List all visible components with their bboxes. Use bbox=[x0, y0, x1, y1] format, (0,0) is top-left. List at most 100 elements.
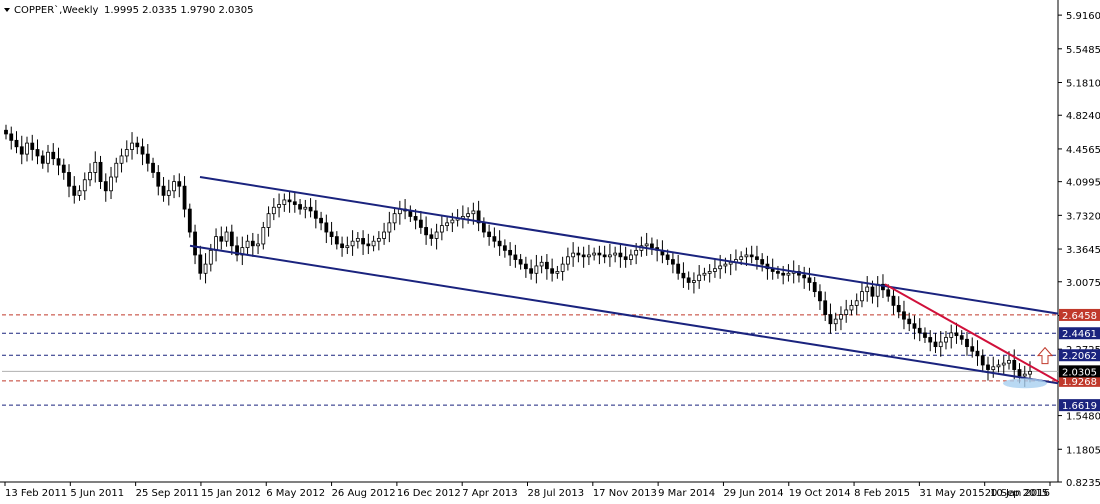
candle-body bbox=[1017, 369, 1022, 377]
candle-body bbox=[324, 222, 329, 233]
candle-body bbox=[812, 282, 817, 293]
candle-body bbox=[256, 243, 260, 247]
candle-body bbox=[513, 254, 518, 260]
candle-body bbox=[161, 185, 166, 196]
candle-body bbox=[576, 252, 581, 256]
candle-body bbox=[518, 259, 523, 265]
candle-body bbox=[986, 364, 990, 370]
ohlc-values: 1.9995 2.0335 1.9790 2.0305 bbox=[104, 5, 254, 16]
candle-body bbox=[896, 304, 901, 313]
candle-body bbox=[828, 314, 833, 325]
price-labels: 2.6458 2.4461 2.2062 1.9268 1.6619 2.0305 bbox=[1059, 308, 1100, 412]
candle-body bbox=[14, 139, 19, 148]
candle-body bbox=[214, 236, 218, 251]
candle-body bbox=[156, 172, 161, 187]
candle-body bbox=[781, 272, 786, 276]
candle-body bbox=[492, 236, 497, 242]
symbol-label: COPPER`,Weekly bbox=[14, 4, 99, 16]
candle-body bbox=[980, 355, 985, 366]
candle-body bbox=[429, 234, 434, 239]
channel-upper-line bbox=[199, 176, 1059, 315]
level-price-text: 2.4461 bbox=[1062, 329, 1097, 340]
candle-body bbox=[387, 222, 392, 233]
candle-body bbox=[671, 259, 675, 265]
x-tick-label: 29 Jun 2014 bbox=[723, 488, 783, 499]
candle-body bbox=[235, 245, 239, 256]
candle-body bbox=[618, 252, 623, 258]
candle-body bbox=[439, 225, 444, 233]
candle-body bbox=[917, 327, 922, 334]
level-price-tag bbox=[1059, 374, 1100, 387]
candle-body bbox=[224, 231, 229, 242]
candle-body bbox=[634, 249, 639, 256]
candle-body bbox=[93, 161, 98, 173]
candle-body bbox=[434, 231, 439, 239]
candle-body bbox=[61, 164, 66, 173]
candle-body bbox=[124, 149, 129, 157]
x-tick-label: 13 Feb 2011 bbox=[5, 488, 67, 499]
candle-body bbox=[46, 151, 50, 164]
x-tick-label: 28 Jul 2013 bbox=[528, 488, 585, 499]
candle-body bbox=[481, 222, 486, 233]
candle-body bbox=[145, 153, 150, 164]
candle-body bbox=[450, 219, 455, 224]
candle-body bbox=[208, 249, 213, 265]
candle-body bbox=[744, 254, 749, 258]
channel-lower-line bbox=[189, 244, 1059, 385]
candle-body bbox=[544, 261, 549, 270]
x-tick-label: 15 Jan 2012 bbox=[201, 488, 261, 499]
candle-body bbox=[650, 243, 654, 249]
candle-body bbox=[35, 149, 40, 157]
candle-body bbox=[376, 238, 381, 242]
candle-body bbox=[319, 217, 323, 224]
candle-body bbox=[250, 240, 255, 247]
candle-body bbox=[287, 199, 292, 203]
candle-body bbox=[25, 142, 29, 155]
x-tick-label: 9 Mar 2014 bbox=[658, 488, 715, 499]
candle-body bbox=[19, 146, 24, 155]
candle-body bbox=[534, 265, 539, 274]
candle-body bbox=[681, 272, 686, 279]
candle-body bbox=[912, 323, 917, 329]
y-tick-label: 5.5485 bbox=[1066, 45, 1100, 56]
lines-layer bbox=[189, 176, 1059, 389]
candle-body bbox=[571, 252, 576, 258]
candle-body bbox=[282, 199, 287, 205]
candle-body bbox=[177, 181, 182, 187]
candle-body bbox=[886, 289, 891, 297]
chart-header: COPPER`,Weekly 1.9995 2.0335 1.9790 2.03… bbox=[4, 4, 254, 16]
candle-body bbox=[198, 254, 203, 274]
candle-body bbox=[109, 176, 113, 192]
candle-body bbox=[844, 309, 849, 315]
candle-body bbox=[870, 286, 875, 297]
candle-body bbox=[555, 271, 560, 274]
candle-body bbox=[718, 265, 723, 270]
candle-body bbox=[72, 185, 77, 196]
candle-body bbox=[151, 162, 155, 173]
candle-body bbox=[523, 263, 528, 270]
x-tick-label: 16 Dec 2012 bbox=[397, 488, 461, 499]
candle-body bbox=[1007, 359, 1011, 364]
candle-body bbox=[565, 256, 570, 265]
candle-body bbox=[597, 252, 602, 256]
candle-body bbox=[277, 204, 281, 208]
candle-body bbox=[193, 231, 197, 256]
candle-body bbox=[970, 346, 975, 352]
level-price-tag bbox=[1059, 349, 1100, 362]
x-tick-label: 17 Nov 2013 bbox=[593, 488, 657, 499]
x-tick-label: 5 Jun 2011 bbox=[70, 488, 124, 499]
current-price-text: 2.0305 bbox=[1062, 367, 1097, 378]
candle-body bbox=[949, 332, 954, 338]
x-tick-label: 20 Sep 2015 bbox=[985, 488, 1048, 499]
dropdown-triangle-icon[interactable] bbox=[4, 8, 10, 12]
y-tick-label: 3.3645 bbox=[1066, 245, 1100, 256]
candle-body bbox=[665, 254, 670, 260]
candle-body bbox=[308, 206, 313, 212]
current-price-tag bbox=[1059, 365, 1100, 378]
candle-body bbox=[928, 337, 933, 343]
y-tick-label: 1.5480 bbox=[1066, 412, 1100, 423]
candle-body bbox=[723, 263, 728, 267]
candle-body bbox=[471, 210, 476, 215]
resistance-line bbox=[884, 283, 1059, 383]
candle-body bbox=[938, 341, 943, 348]
